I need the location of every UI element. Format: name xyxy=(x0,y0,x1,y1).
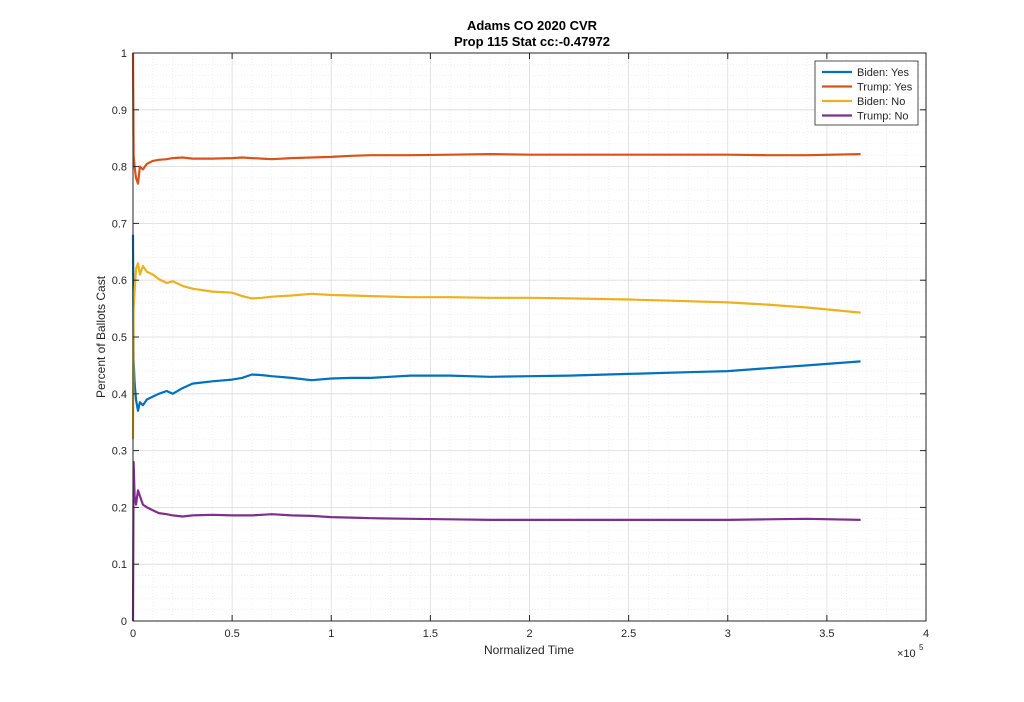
plot-area: 0 0.5 1 1.5 2 2.5 3 3.5 4 0 0.1 0.2 0.3 0.4 0.5 0.6 0.7… xyxy=(112,48,929,640)
x-tick-label: 3 xyxy=(725,628,731,640)
y-tick-label: 0.2 xyxy=(112,502,127,514)
x-axis-exponent-base: ×10 xyxy=(897,648,916,660)
x-tick-label: 4 xyxy=(923,628,929,640)
y-tick-label: 0.3 xyxy=(112,446,127,458)
x-tick-label: 1 xyxy=(328,628,334,640)
y-tick-label: 0.7 xyxy=(112,218,127,230)
x-tick-label: 0 xyxy=(130,628,136,640)
legend-label-biden-yes: Biden: Yes xyxy=(857,67,909,79)
x-axis-exponent-power: 5 xyxy=(919,643,924,652)
series-line-biden-yes xyxy=(131,234,861,412)
x-tick-label: 3.5 xyxy=(819,628,834,640)
y-tick-label: 0 xyxy=(121,616,127,628)
y-tick-label: 0.4 xyxy=(112,389,127,401)
legend-label-biden-no: Biden: No xyxy=(857,96,905,108)
legend-label-trump-no: Trump: No xyxy=(857,111,909,123)
y-axis-label: Percent of Ballots Cast xyxy=(94,275,108,398)
y-axis-tick-labels: 0 0.1 0.2 0.3 0.4 0.5 0.6 0.7 0.8 0.9 1 xyxy=(112,48,127,628)
x-tick-label: 1.5 xyxy=(423,628,438,640)
y-tick-label: 0.8 xyxy=(112,162,127,174)
legend-label-trump-yes: Trump: Yes xyxy=(857,82,913,94)
series-line-biden-no xyxy=(131,262,861,440)
series-line-trump-no xyxy=(131,460,861,622)
x-tick-label: 2 xyxy=(526,628,532,640)
legend: Biden: Yes Trump: Yes Biden: No Trump: No xyxy=(814,60,919,126)
y-tick-label: 1 xyxy=(121,48,127,60)
chart-title: Adams CO 2020 CVR xyxy=(467,18,598,33)
chart-subtitle: Prop 115 Stat cc:-0.47972 xyxy=(454,34,610,49)
y-tick-label: 0.6 xyxy=(112,275,127,287)
y-tick-label: 0.1 xyxy=(112,559,127,571)
x-tick-label: 0.5 xyxy=(224,628,239,640)
x-tick-label: 2.5 xyxy=(621,628,636,640)
axis-ticks xyxy=(132,52,927,622)
y-tick-label: 0.5 xyxy=(112,332,127,344)
y-tick-label: 0.9 xyxy=(112,105,127,117)
series-lines xyxy=(131,52,861,622)
x-axis-label: Normalized Time xyxy=(484,643,574,657)
x-axis-tick-labels: 0 0.5 1 1.5 2 2.5 3 3.5 4 xyxy=(130,628,929,640)
x-axis-exponent: ×10 5 xyxy=(897,643,924,660)
series-line-trump-yes xyxy=(131,52,861,185)
